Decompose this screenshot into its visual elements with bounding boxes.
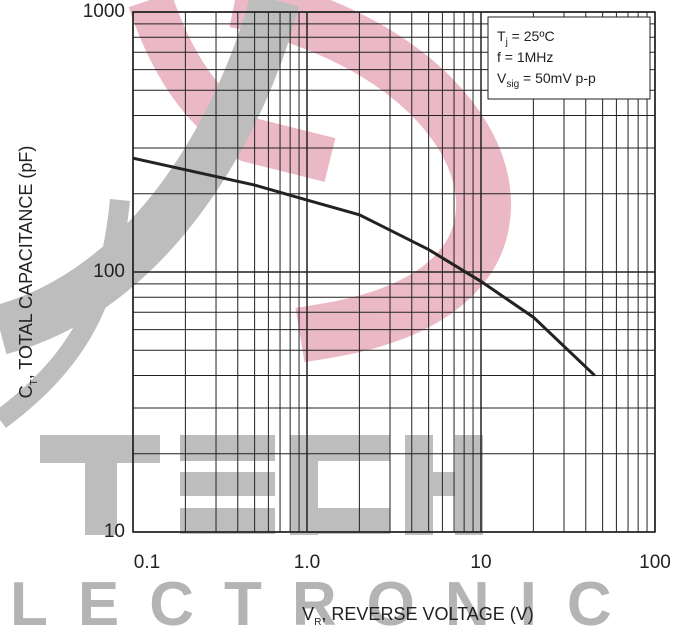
plot-frame — [132, 11, 656, 533]
x-label-part: V — [302, 604, 314, 624]
annotation-part: = 25ºC — [508, 28, 555, 44]
watermark-shape — [0, 199, 130, 428]
annotation-part: T — [497, 28, 506, 44]
x-label-sub: R — [314, 617, 321, 628]
data-line — [132, 156, 596, 377]
x-tick-label: 100 — [639, 552, 671, 573]
y-tick-label: 100 — [93, 261, 125, 282]
y-label-sub: T — [29, 379, 40, 385]
x-tick-label: 0.1 — [134, 552, 160, 573]
x-tick-label: 10 — [470, 552, 491, 573]
annotation-part: V — [497, 70, 507, 86]
watermark-tech — [40, 435, 483, 535]
annotation-sub: j — [505, 37, 508, 48]
annotation-part: f = 1MHz — [497, 49, 553, 65]
annotation-box — [487, 16, 651, 100]
x-axis-label: VR, REVERSE VOLTAGE (V) — [302, 604, 534, 628]
annotation-sub: sig — [506, 79, 519, 90]
legend-box: Tj = 25ºC f = 1MHz Vsig = 50mV p-p — [487, 16, 651, 100]
y-tick-label: 10 — [104, 521, 125, 542]
watermark-shape — [0, 0, 300, 355]
y-tick-label: 1000 — [83, 1, 125, 22]
y-axis-label: CT, TOTAL CAPACITANCE (pF) — [16, 146, 40, 399]
annotation: Tj = 25ºC f = 1MHz Vsig = 50mV p-p — [497, 28, 596, 90]
watermark-text: LECTRONIC — [10, 570, 642, 632]
y-label-part: C — [16, 385, 36, 398]
y-label-part: , TOTAL CAPACITANCE (pF) — [16, 146, 36, 380]
plot — [132, 156, 596, 377]
x-label-part: , REVERSE VOLTAGE (V) — [321, 604, 533, 624]
annotation-part: = 50mV p-p — [519, 70, 596, 86]
x-tick-label: 1.0 — [294, 552, 320, 573]
